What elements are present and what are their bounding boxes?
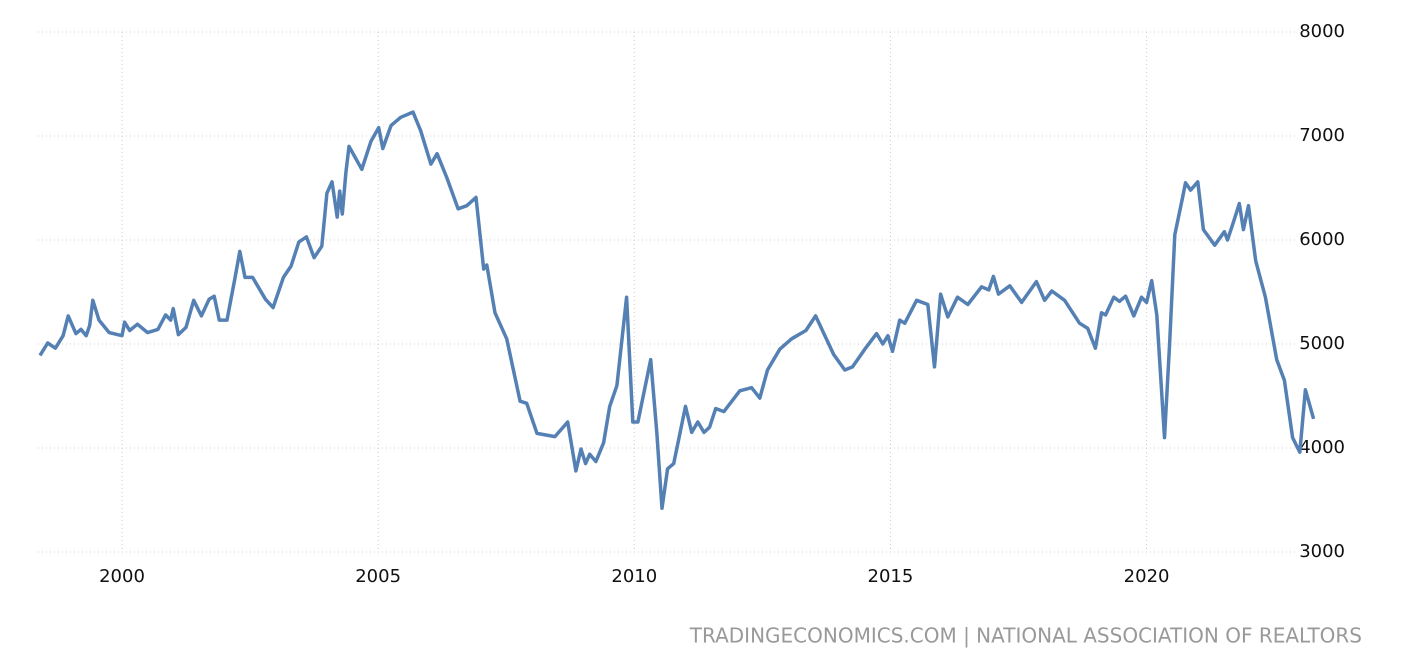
x-tick-label: 2000 bbox=[99, 566, 145, 587]
y-tick-label: 5000 bbox=[1299, 333, 1345, 354]
x-tick-label: 2010 bbox=[611, 566, 657, 587]
y-tick-label: 7000 bbox=[1299, 125, 1345, 146]
y-tick-label: 3000 bbox=[1299, 541, 1345, 562]
x-tick-label: 2005 bbox=[355, 566, 401, 587]
y-tick-label: 4000 bbox=[1299, 437, 1345, 458]
x-tick-label: 2015 bbox=[868, 566, 914, 587]
x-tick-label: 2020 bbox=[1124, 566, 1170, 587]
data-line bbox=[38, 110, 1316, 511]
y-tick-label: 8000 bbox=[1299, 21, 1345, 42]
y-tick-label: 6000 bbox=[1299, 229, 1345, 250]
source: TRADINGECONOMICS.COM | NATIONAL ASSOCIAT… bbox=[689, 624, 1362, 648]
